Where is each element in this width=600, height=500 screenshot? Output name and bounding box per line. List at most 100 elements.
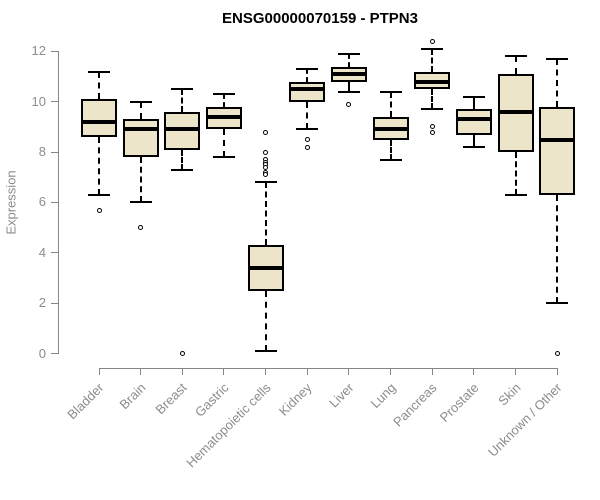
upper-whisker-cap: [296, 68, 319, 71]
upper-whisker-cap: [129, 100, 152, 103]
lower-whisker: [264, 290, 267, 351]
upper-whisker: [389, 91, 392, 117]
upper-whisker: [514, 56, 517, 75]
upper-whisker: [264, 182, 267, 246]
median-line: [205, 114, 242, 119]
lower-whisker: [222, 129, 225, 158]
box-iqr: [81, 99, 117, 138]
y-tick: [51, 252, 58, 254]
chart-title: ENSG00000070159 - PTPN3: [222, 10, 418, 27]
lower-whisker-cap: [254, 349, 277, 352]
lower-whisker: [389, 139, 392, 160]
upper-whisker-cap: [212, 93, 235, 96]
lower-whisker-cap: [88, 193, 110, 196]
lower-whisker: [139, 157, 142, 203]
x-tick: [98, 368, 100, 375]
median-line: [289, 87, 326, 92]
median-line: [81, 119, 117, 124]
x-tick: [348, 368, 350, 375]
upper-whisker: [98, 71, 100, 100]
lower-whisker-cap: [504, 193, 527, 196]
lower-whisker-cap: [462, 146, 485, 149]
lower-whisker: [181, 149, 184, 170]
outlier-point: [429, 124, 435, 130]
x-tick: [140, 368, 142, 375]
x-tick: [390, 368, 392, 375]
outlier-point: [263, 129, 269, 135]
x-axis-line: [99, 368, 559, 369]
outlier-point: [554, 351, 560, 356]
y-tick: [51, 302, 58, 304]
lower-whisker: [514, 152, 517, 195]
upper-whisker-cap: [546, 58, 569, 60]
lower-whisker-cap: [379, 158, 402, 161]
upper-whisker: [431, 48, 434, 72]
lower-whisker: [347, 81, 350, 92]
y-tick: [51, 50, 58, 52]
median-line: [539, 137, 576, 142]
box-iqr: [289, 81, 326, 102]
median-line: [414, 79, 451, 84]
upper-whisker-cap: [337, 52, 360, 55]
upper-whisker-cap: [171, 88, 194, 91]
lower-whisker-cap: [212, 156, 235, 159]
median-line: [164, 127, 201, 132]
outlier-point: [346, 101, 352, 107]
outlier-point: [304, 137, 310, 143]
upper-whisker-cap: [379, 90, 402, 93]
y-tick: [51, 201, 58, 203]
x-tick: [306, 368, 308, 375]
lower-whisker-cap: [129, 201, 152, 204]
x-tick: [556, 368, 558, 375]
upper-whisker-cap: [88, 70, 110, 73]
upper-whisker: [139, 101, 142, 120]
outlier-point: [263, 149, 269, 155]
box-iqr: [122, 119, 159, 158]
lower-whisker-cap: [421, 108, 444, 111]
y-tick-label: 10: [31, 93, 46, 109]
lower-whisker-cap: [171, 168, 194, 171]
outlier-point: [96, 207, 102, 213]
y-tick: [51, 151, 58, 153]
upper-whisker: [222, 94, 225, 107]
median-line: [122, 127, 159, 132]
lower-whisker: [472, 134, 475, 148]
x-tick: [515, 368, 517, 375]
y-tick: [51, 101, 58, 103]
upper-whisker-cap: [504, 55, 527, 58]
y-tick-label: 8: [38, 144, 46, 160]
upper-whisker: [306, 69, 309, 82]
lower-whisker: [556, 194, 559, 304]
median-line: [247, 265, 284, 270]
box-iqr: [539, 106, 576, 195]
median-line: [455, 117, 492, 122]
upper-whisker-cap: [421, 47, 444, 50]
lower-whisker-cap: [337, 90, 360, 93]
y-tick-label: 4: [38, 244, 46, 260]
upper-whisker-cap: [254, 181, 277, 184]
upper-whisker: [556, 59, 559, 107]
x-tick: [265, 368, 267, 375]
median-line: [372, 127, 409, 132]
outlier-point: [263, 172, 269, 178]
y-tick-label: 12: [31, 43, 46, 59]
y-axis-line: [58, 51, 59, 355]
y-tick-label: 6: [38, 194, 46, 210]
outlier-point: [429, 129, 435, 135]
upper-whisker: [472, 96, 475, 110]
median-line: [330, 72, 367, 77]
upper-whisker: [347, 53, 350, 67]
lower-whisker: [98, 137, 100, 195]
outlier-point: [304, 144, 310, 150]
x-tick: [473, 368, 475, 375]
box-iqr: [455, 109, 492, 135]
x-tick: [431, 368, 433, 375]
upper-whisker: [181, 89, 184, 112]
upper-whisker-cap: [462, 95, 485, 98]
outlier-point: [138, 225, 144, 231]
x-tick: [223, 368, 225, 375]
lower-whisker: [306, 101, 309, 130]
y-tick-label: 0: [38, 345, 46, 361]
y-tick-label: 2: [38, 295, 46, 311]
